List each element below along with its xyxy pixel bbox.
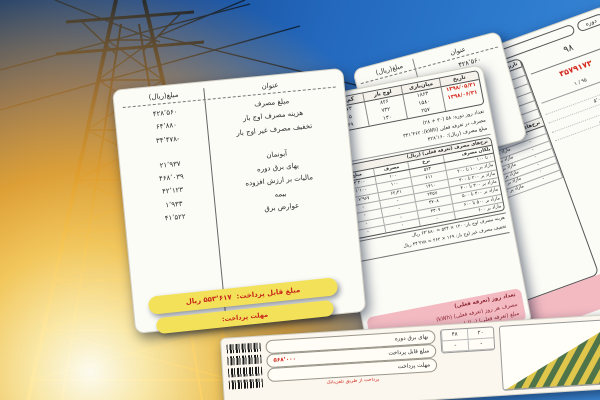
stub-field-label: بهای برق دوره (394, 334, 429, 343)
amount-column-header: مبلغ(ریال) (148, 90, 179, 102)
stub-field-value: ۵۶۸٬۰۰۰ (273, 356, 297, 364)
mini-table-cell: - (467, 338, 495, 351)
stub-field-label: مهلت پرداخت (397, 362, 431, 371)
stub-mini-table: ۲۰ ۴۸- - (439, 326, 496, 354)
barcode-icon (226, 342, 261, 354)
barcode-icon (227, 366, 263, 378)
deadline-label: مهلت پرداخت: (221, 310, 269, 324)
mini-table-cell: - (441, 339, 469, 353)
barcode-icon (227, 354, 262, 366)
striped-area-chart (503, 328, 600, 391)
barcode-icon (228, 378, 264, 390)
payable-value: ۵۵۳٬۶۱۷ ریال (185, 293, 233, 306)
stub-fields: بهای برق دوره مبلغ قابل پرداخت ۵۶۸٬۰۰۰ م… (265, 329, 439, 400)
consumption-history-chart (498, 319, 600, 391)
barcode-stack (226, 341, 264, 400)
payable-label: مبلغ قابل پرداخت: (236, 286, 301, 301)
stub-field-label: مبلغ قابل پرداخت (388, 348, 430, 357)
